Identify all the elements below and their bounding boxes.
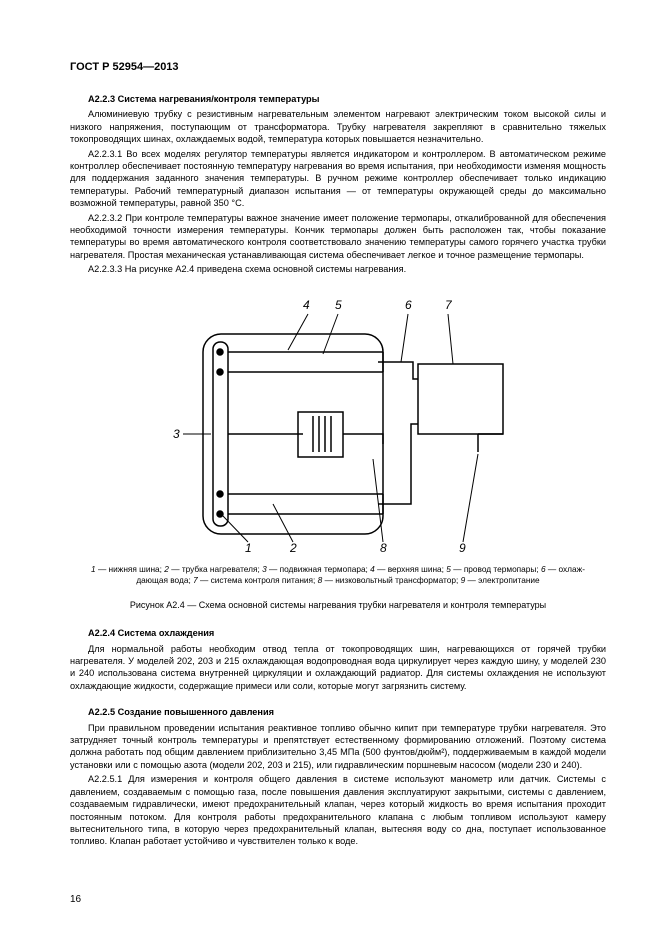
section-a225-title: А2.2.5 Создание повышенного давления	[70, 706, 606, 718]
clause-number: А2.2.3.1	[88, 149, 122, 159]
fig-label-1: 1	[245, 541, 252, 554]
figure-legend: 1 — нижняя шина; 2 — трубка нагревателя;…	[90, 564, 586, 587]
section-a224-title: А2.2.4 Система охлаждения	[70, 627, 606, 639]
para-a2232: А2.2.3.2 При контроле температуры важное…	[70, 212, 606, 262]
clause-number: А2.2.3.2	[88, 213, 122, 223]
section-a223-title: А2.2.3 Система нагревания/контроля темпе…	[70, 93, 606, 105]
fig-label-9: 9	[459, 541, 466, 554]
fig-label-4: 4	[303, 298, 310, 312]
para-a2233: А2.2.3.3 На рисунке А2.4 приведена схема…	[70, 263, 606, 275]
para-text: Во всех моделях регулятор температуры яв…	[70, 149, 606, 209]
fig-label-2: 2	[289, 541, 297, 554]
para-a224: Для нормальной работы необходим отвод те…	[70, 643, 606, 693]
para-text: На рисунке А2.4 приведена схема основной…	[125, 264, 406, 274]
document-header: ГОСТ Р 52954—2013	[70, 60, 606, 75]
para-a225-intro: При правильном проведении испытания реак…	[70, 722, 606, 772]
page: ГОСТ Р 52954—2013 А2.2.3 Система нагрева…	[0, 0, 661, 936]
para-text: Алюминиевую трубку с резистивным нагрева…	[70, 109, 606, 144]
heating-system-diagram: 1 2 3 4 5 6 7 8 9	[153, 294, 523, 554]
clause-number: А2.2.5.1	[88, 774, 122, 784]
fig-label-3: 3	[173, 427, 180, 441]
para-a2251: А2.2.5.1 Для измерения и контроля общего…	[70, 773, 606, 848]
figure-a24: 1 2 3 4 5 6 7 8 9	[70, 294, 606, 554]
para-text: При правильном проведении испытания реак…	[70, 723, 606, 770]
fig-label-5: 5	[335, 298, 342, 312]
para-text: Для нормальной работы необходим отвод те…	[70, 644, 606, 691]
para-a223-intro: Алюминиевую трубку с резистивным нагрева…	[70, 108, 606, 145]
figure-caption: Рисунок А2.4 — Схема основной системы на…	[70, 599, 606, 611]
para-text: Для измерения и контроля общего давления…	[70, 774, 606, 846]
para-text: При контроле температуры важное значение…	[70, 213, 606, 260]
fig-label-6: 6	[405, 298, 412, 312]
para-a2231: А2.2.3.1 Во всех моделях регулятор темпе…	[70, 148, 606, 210]
fig-label-8: 8	[380, 541, 387, 554]
clause-number: А2.2.3.3	[88, 264, 122, 274]
page-number: 16	[70, 893, 81, 907]
fig-label-7: 7	[445, 298, 453, 312]
